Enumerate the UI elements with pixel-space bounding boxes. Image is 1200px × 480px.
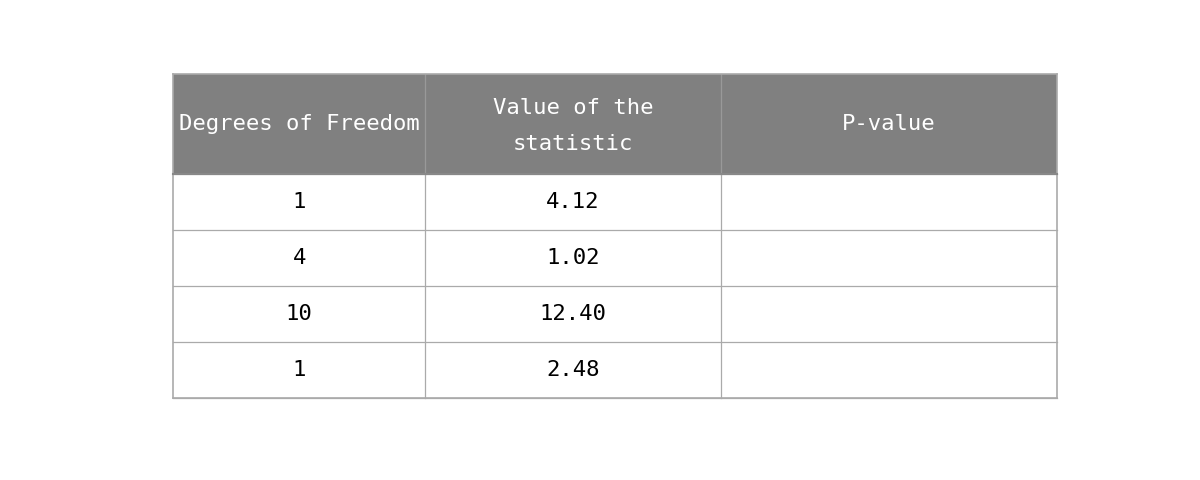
- Text: 4.12: 4.12: [546, 192, 600, 212]
- Bar: [173, 74, 1057, 174]
- Text: 4: 4: [293, 248, 306, 268]
- Text: Value of the: Value of the: [493, 98, 653, 118]
- Text: 1.02: 1.02: [546, 248, 600, 268]
- Bar: [173, 342, 1057, 397]
- Text: 1: 1: [293, 360, 306, 380]
- Text: statistic: statistic: [512, 134, 634, 154]
- Bar: [173, 174, 1057, 230]
- Bar: [173, 230, 1057, 286]
- Text: 10: 10: [286, 304, 312, 324]
- Text: 2.48: 2.48: [546, 360, 600, 380]
- Text: Degrees of Freedom: Degrees of Freedom: [179, 114, 420, 134]
- Text: 12.40: 12.40: [540, 304, 606, 324]
- Text: 1: 1: [293, 192, 306, 212]
- Bar: [173, 286, 1057, 342]
- Text: P-value: P-value: [842, 114, 936, 134]
